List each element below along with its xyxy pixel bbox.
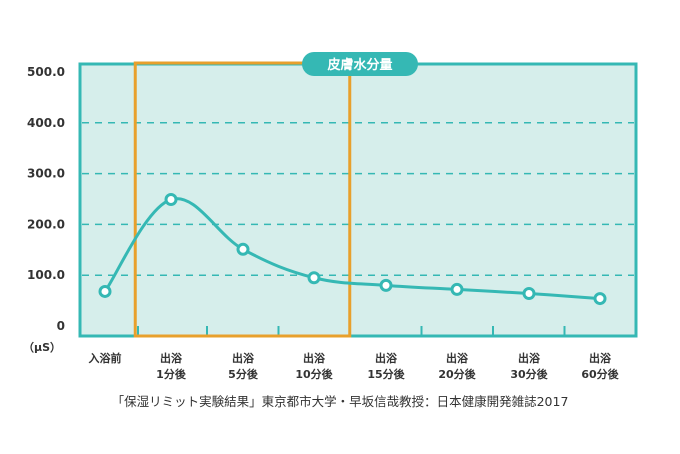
x-tick-label: 出浴 60分後 [581,351,619,381]
y-axis-ticks: 0 100.0 200.0 300.0 400.0 500.0 [27,65,65,333]
x-tick-label-line: 60分後 [581,367,619,381]
x-tick-label-line: 入浴前 [89,351,122,365]
x-tick-label: 出浴 30分後 [510,351,548,381]
x-tick-label-line: 出浴 [589,351,612,365]
chart-title: 皮膚水分量 [326,57,392,73]
x-tick-label-line: 15分後 [367,367,405,381]
data-points [98,193,607,306]
data-point [379,278,393,292]
x-tick-label: 出浴 5分後 [228,351,259,381]
data-point [522,286,536,300]
x-tick-label-line: 1分後 [156,367,187,381]
data-point [307,271,321,285]
y-tick-label: 300.0 [27,167,65,181]
x-axis-ticks: 入浴前 出浴 1分後 出浴 5分後 出浴 10分後 出浴 15分後 出浴 20分後 出浴 30分後 出浴 6… [89,351,620,381]
data-point [593,292,607,306]
y-tick-label: 100.0 [27,268,65,282]
y-axis-unit-label: （μS） [23,341,61,354]
highlight-box [133,61,352,338]
x-tick-label-line: 出浴 [232,351,255,365]
source-caption: 「保湿リミット実験結果」東京都市大学・早坂信哉教授：日本健康開発雑誌2017 [112,394,569,409]
y-tick-label: 500.0 [27,65,65,79]
x-tick-label-line: 出浴 [375,351,398,365]
data-point [236,242,250,256]
gridlines [82,122,634,336]
x-tick-label: 出浴 20分後 [438,351,476,381]
x-tick-label: 出浴 10分後 [295,351,333,381]
y-tick-label: 200.0 [27,217,65,231]
x-tick-label: 出浴 1分後 [156,351,187,381]
title-badge-background [302,52,418,76]
title-badge: 皮膚水分量 [302,52,418,76]
data-point [98,284,112,298]
x-tick-label-line: 10分後 [295,367,333,381]
x-tick-label-line: 5分後 [228,367,259,381]
data-point [164,193,178,207]
y-tick-label: 400.0 [27,116,65,130]
data-point [450,282,464,296]
x-tick-label: 出浴 15分後 [367,351,405,381]
x-tick-label-line: 出浴 [160,351,183,365]
x-tick-label-line: 出浴 [303,351,326,365]
x-tick-label-line: 出浴 [446,351,469,365]
x-tick-label: 入浴前 [89,351,122,365]
x-tick-label-line: 30分後 [510,367,548,381]
x-tick-label-line: 出浴 [518,351,541,365]
x-tick-label-line: 20分後 [438,367,476,381]
y-tick-label: 0 [57,319,65,333]
